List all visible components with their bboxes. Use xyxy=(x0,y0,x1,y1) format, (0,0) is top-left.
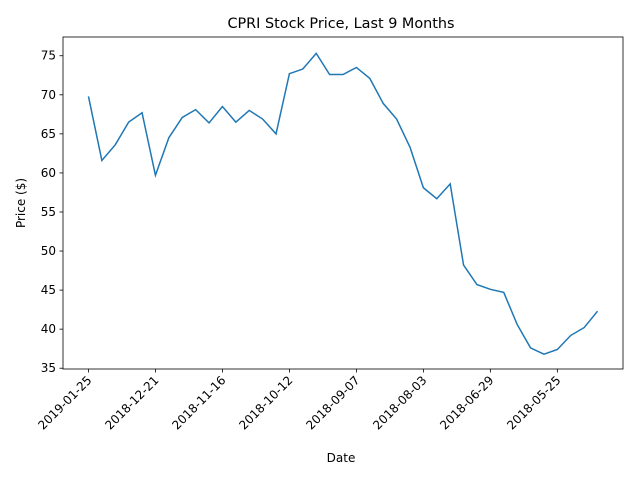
y-axis-label: Price ($) xyxy=(14,178,28,228)
x-tick-label: 2018-08-03 xyxy=(370,373,429,432)
plot-frame xyxy=(62,36,624,370)
y-tick-label: 50 xyxy=(41,244,56,258)
y-tick-label: 35 xyxy=(41,361,56,375)
y-tick-label: 55 xyxy=(41,205,56,219)
y-tick-label: 70 xyxy=(41,88,56,102)
x-tick-label: 2018-12-21 xyxy=(102,373,161,432)
y-tick-label: 75 xyxy=(41,49,56,63)
x-tick-label: 2018-09-07 xyxy=(303,373,362,432)
x-tick-label: 2019-01-25 xyxy=(35,373,94,432)
chart-title: CPRI Stock Price, Last 9 Months xyxy=(227,16,454,32)
x-tick-label: 2018-11-16 xyxy=(169,373,228,432)
y-tick-label: 45 xyxy=(41,283,56,297)
y-tick-label: 65 xyxy=(41,127,56,141)
x-tick-label: 2018-10-12 xyxy=(236,373,295,432)
y-tick-label: 60 xyxy=(41,166,56,180)
x-tick-label: 2018-06-29 xyxy=(437,373,496,432)
x-tick-label: 2018-05-25 xyxy=(504,373,563,432)
x-axis-label: Date xyxy=(327,451,356,465)
y-tick-label: 40 xyxy=(41,322,56,336)
price-line xyxy=(87,52,599,355)
